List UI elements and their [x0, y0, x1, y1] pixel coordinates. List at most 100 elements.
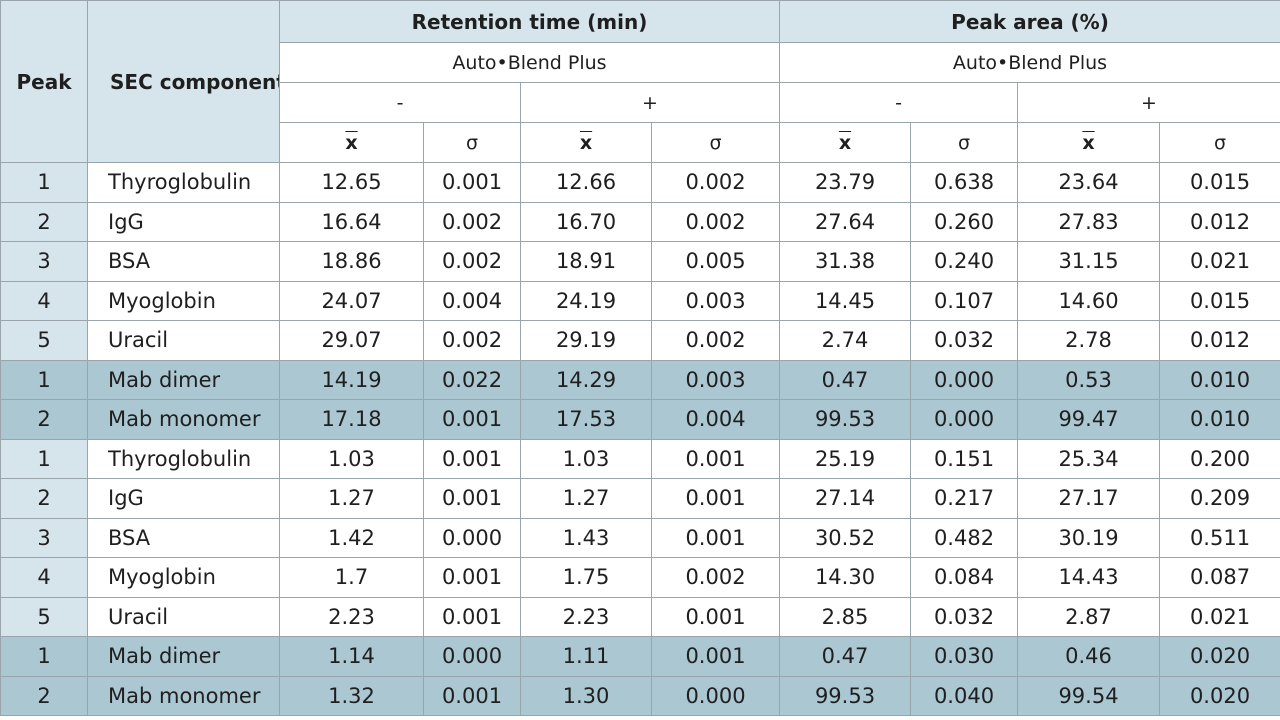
sigma-header: σ	[423, 122, 521, 163]
sigma-cell: 0.240	[910, 241, 1018, 282]
peak-area-header: Peak area (%)	[779, 0, 1280, 43]
table-row: 5 Uracil 29.07 0.002 29.19 0.002 2.74 0.032 2.78…	[0, 320, 1280, 361]
mean-cell: 12.66	[520, 162, 652, 203]
mean-cell: 24.19	[520, 280, 652, 321]
mean-cell: 1.27	[520, 478, 652, 519]
table-row: 3 BSA 1.42 0.000 1.43 0.001 30.52 0.482 30.19 0.5…	[0, 517, 1280, 558]
mean-symbol: x	[345, 131, 358, 154]
sigma-cell: 0.001	[651, 636, 780, 677]
sigma-cell: 0.005	[651, 241, 780, 282]
header-row-3: - + - +	[1, 82, 1280, 123]
table-row: 2 IgG 1.27 0.001 1.27 0.001 27.14 0.217 27.17 0.2…	[0, 478, 1280, 519]
sigma-cell: 0.151	[910, 438, 1018, 479]
sigma-cell: 0.001	[651, 478, 780, 519]
mean-cell: 14.43	[1017, 557, 1160, 598]
sigma-cell: 0.010	[1159, 399, 1280, 440]
peak-cell: 4	[0, 280, 88, 321]
mean-symbol: x	[1082, 131, 1095, 154]
peak-cell: 2	[0, 201, 88, 242]
mean-cell: 24.07	[279, 280, 424, 321]
sigma-cell: 0.002	[423, 241, 521, 282]
sigma-cell: 0.021	[1159, 241, 1280, 282]
sigma-header: σ	[651, 122, 780, 163]
table-row: 1 Thyroglobulin 1.03 0.001 1.03 0.001 25.19 0.1…	[0, 438, 1280, 479]
component-cell: Uracil	[87, 596, 280, 637]
mean-cell: 31.38	[779, 241, 911, 282]
peak-cell: 2	[0, 478, 88, 519]
retention-minus-header: -	[279, 82, 521, 123]
mean-cell: 25.34	[1017, 438, 1160, 479]
sigma-cell: 0.010	[1159, 359, 1280, 400]
component-cell: Mab dimer	[87, 359, 280, 400]
mean-cell: 99.54	[1017, 675, 1160, 716]
table-row: 1 Mab dimer 14.19 0.022 14.29 0.003 0.47 0.000 0…	[0, 359, 1280, 400]
peak-cell: 3	[0, 517, 88, 558]
mean-cell: 23.64	[1017, 162, 1160, 203]
peak-cell: 5	[0, 596, 88, 637]
sigma-cell: 0.032	[910, 596, 1018, 637]
mean-cell: 2.23	[279, 596, 424, 637]
mean-cell: 2.87	[1017, 596, 1160, 637]
mean-cell: 99.47	[1017, 399, 1160, 440]
mean-cell: 2.85	[779, 596, 911, 637]
sigma-cell: 0.511	[1159, 517, 1280, 558]
mean-cell: 30.19	[1017, 517, 1160, 558]
sigma-cell: 0.001	[651, 438, 780, 479]
mean-cell: 0.47	[779, 359, 911, 400]
mean-cell: 99.53	[779, 675, 911, 716]
area-plus-header: +	[1017, 82, 1280, 123]
area-minus-header: -	[779, 82, 1018, 123]
component-cell: BSA	[87, 241, 280, 282]
sigma-cell: 0.002	[651, 201, 780, 242]
sigma-cell: 0.209	[1159, 478, 1280, 519]
table-row: 3 BSA 18.86 0.002 18.91 0.005 31.38 0.240 31.15 0…	[0, 241, 1280, 282]
peak-cell: 2	[0, 675, 88, 716]
mean-cell: 2.23	[520, 596, 652, 637]
mean-cell: 31.15	[1017, 241, 1160, 282]
component-cell: Thyroglobulin	[87, 162, 280, 203]
mean-cell: 1.30	[520, 675, 652, 716]
peak-cell: 5	[0, 320, 88, 361]
mean-cell: 1.11	[520, 636, 652, 677]
header-row-4: x σ x σ x σ x σ	[1, 122, 1280, 163]
sigma-cell: 0.638	[910, 162, 1018, 203]
table-row: 4 Myoglobin 24.07 0.004 24.19 0.003 14.45 0.107…	[0, 280, 1280, 321]
mean-cell: 1.43	[520, 517, 652, 558]
sigma-cell: 0.021	[1159, 596, 1280, 637]
sigma-header: σ	[1159, 122, 1280, 163]
sigma-cell: 0.001	[423, 596, 521, 637]
mean-header: x	[279, 122, 424, 163]
mean-cell: 16.64	[279, 201, 424, 242]
sigma-cell: 0.001	[423, 557, 521, 598]
mean-cell: 14.19	[279, 359, 424, 400]
mean-cell: 1.75	[520, 557, 652, 598]
sigma-cell: 0.084	[910, 557, 1018, 598]
table-body: 1 Thyroglobulin 12.65 0.001 12.66 0.002 23.79 0…	[0, 162, 1280, 716]
sigma-cell: 0.002	[651, 320, 780, 361]
header-row-1: Peak SEC component Retention time (min) …	[0, 0, 1280, 163]
sigma-cell: 0.002	[423, 320, 521, 361]
sigma-cell: 0.032	[910, 320, 1018, 361]
table-row: 2 Mab monomer 17.18 0.001 17.53 0.004 99.53 0.0…	[0, 399, 1280, 440]
peak-cell: 1	[0, 359, 88, 400]
sigma-cell: 0.200	[1159, 438, 1280, 479]
sigma-cell: 0.001	[651, 517, 780, 558]
retention-time-header: Retention time (min)	[279, 0, 780, 43]
peak-cell: 2	[0, 399, 88, 440]
mean-cell: 0.46	[1017, 636, 1160, 677]
mean-symbol: x	[579, 131, 593, 154]
sigma-cell: 0.003	[651, 359, 780, 400]
mean-cell: 27.14	[779, 478, 911, 519]
sigma-cell: 0.000	[910, 359, 1018, 400]
mean-cell: 17.18	[279, 399, 424, 440]
mean-cell: 1.32	[279, 675, 424, 716]
component-cell: Mab monomer	[87, 675, 280, 716]
mean-header: x	[779, 122, 911, 163]
component-cell: Mab dimer	[87, 636, 280, 677]
sigma-cell: 0.015	[1159, 162, 1280, 203]
mean-cell: 18.86	[279, 241, 424, 282]
sigma-cell: 0.001	[423, 478, 521, 519]
sigma-cell: 0.003	[651, 280, 780, 321]
mean-cell: 1.7	[279, 557, 424, 598]
mean-cell: 1.27	[279, 478, 424, 519]
